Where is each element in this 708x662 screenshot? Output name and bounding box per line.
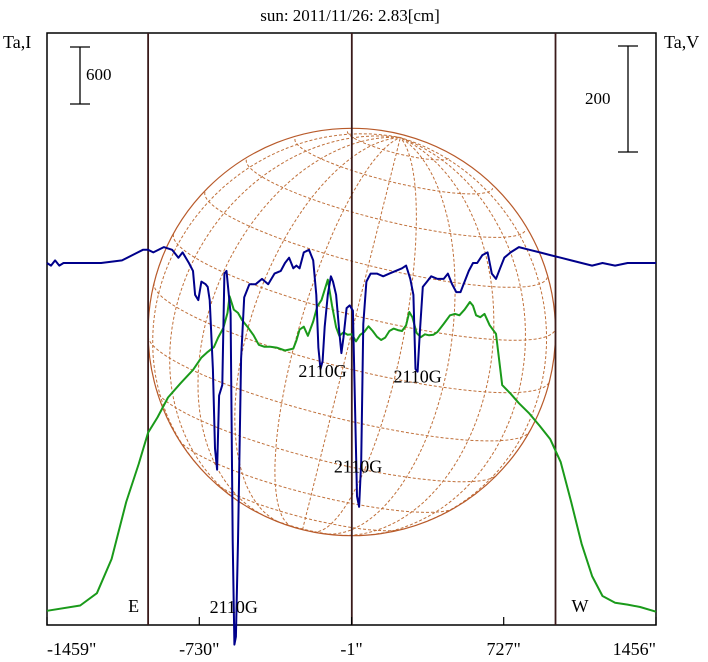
disk-parallel	[204, 192, 548, 288]
annotation-label: 2110G	[210, 597, 258, 617]
series-lines	[46, 246, 657, 646]
x-tick-label: -1"	[340, 639, 362, 659]
disk-parallel	[179, 440, 454, 513]
disk-meridian	[234, 137, 401, 524]
right-axis-label: Ta,V	[664, 32, 699, 52]
scale-bar-intensity: 600	[70, 46, 112, 105]
limb-label: E	[128, 596, 139, 616]
disk-parallel	[215, 483, 401, 532]
disk-parallel	[156, 389, 498, 483]
x-tick-label: -1459"	[47, 639, 96, 659]
x-axis: -1459" -730" -1" 727" 1456"	[46, 617, 657, 659]
disk-meridian	[169, 135, 401, 506]
x-tick-label: 727"	[487, 639, 521, 659]
disk-parallel	[172, 234, 556, 341]
left-axis-label: Ta,I	[3, 32, 31, 52]
chart-title: sun: 2011/11/26: 2.83[cm]	[260, 6, 440, 25]
limb-marker-lines	[147, 33, 557, 625]
disk-parallel	[294, 138, 494, 195]
series-line-polarization	[46, 246, 656, 646]
x-tick-label: 1456"	[613, 639, 656, 659]
limb-label: W	[572, 596, 589, 616]
annotation-label: 2110G	[298, 361, 346, 381]
disk-parallel	[148, 336, 530, 442]
disk-meridian	[339, 137, 495, 536]
disk-meridian	[274, 137, 401, 528]
annotation-label: 2110G	[393, 366, 441, 386]
disk-meridian	[313, 137, 417, 533]
x-tick-label: -730"	[179, 639, 219, 659]
disk-parallel	[346, 131, 451, 161]
disk-meridian	[323, 137, 456, 535]
scale-bar-polarization: 200	[585, 45, 638, 153]
scale-bar-polarization-label: 200	[585, 89, 611, 108]
disk-meridian	[400, 137, 548, 524]
scale-bar-intensity-label: 600	[86, 65, 112, 84]
disk-parallel	[153, 282, 550, 394]
disk-parallel	[245, 159, 527, 238]
annotation-label: 2110G	[334, 456, 382, 476]
disk-meridian	[152, 133, 401, 468]
annotations: 2110G 2110G 2110G 2110G	[210, 361, 442, 617]
disk-meridian	[366, 137, 526, 536]
disk-meridian	[302, 137, 401, 530]
